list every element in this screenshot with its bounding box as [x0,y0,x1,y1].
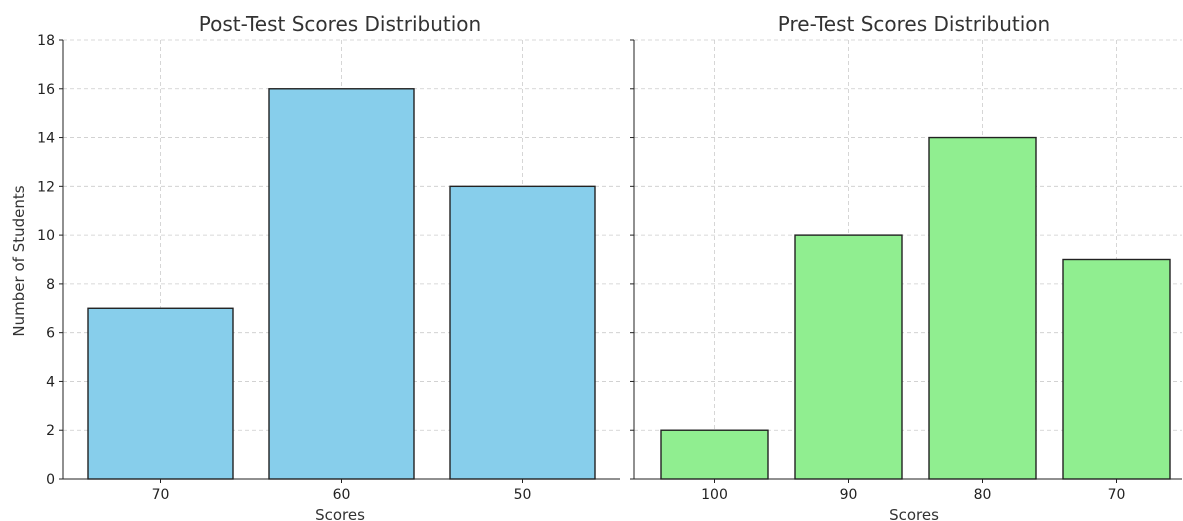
pre-test-chart-title: Pre-Test Scores Distribution [778,12,1050,36]
post-test-bar-60 [268,88,415,480]
post-test-y-tick-label: 2 [46,423,55,439]
post-test-y-tick-label: 6 [46,326,55,342]
post-test-y-tick-label: 14 [37,131,55,147]
post-test-y-tick-label: 8 [46,277,55,293]
post-test-y-tick-label: 4 [46,374,55,390]
pre-test-x-axis-label: Scores [889,506,939,521]
post-test-chart-panel: Post-Test Scores Distribution Scores Num… [10,12,620,521]
post-test-bar-50 [449,185,596,480]
post-test-y-tick-label: 18 [37,33,55,49]
pre-test-chart-panel: Pre-Test Scores Distribution Scores 100 9… [630,12,1182,521]
pre-test-x-tick-label: 80 [974,487,992,503]
pre-test-bar-70 [1062,258,1171,480]
post-test-x-tick-label: 50 [514,487,532,503]
pre-test-x-tick-label: 70 [1108,487,1126,503]
pre-test-bar-80 [928,136,1037,480]
post-test-y-tick-label: 10 [37,228,55,244]
post-test-x-tick-label: 60 [333,487,351,503]
post-test-chart-title: Post-Test Scores Distribution [199,12,481,36]
pre-test-x-tick-label: 90 [840,487,858,503]
post-test-y-axis-label: Number of Students [10,185,28,336]
post-test-x-tick-label: 70 [152,487,170,503]
post-test-x-axis-label: Scores [315,506,365,521]
post-test-y-tick-label: 0 [46,472,55,488]
post-test-bar-70 [87,307,234,480]
pre-test-x-tick-label: 100 [701,487,728,503]
post-test-y-tick-label: 12 [37,179,55,195]
pre-test-bar-90 [794,234,903,480]
pre-test-bar-100 [660,429,769,480]
post-test-y-tick-label: 16 [37,82,55,98]
